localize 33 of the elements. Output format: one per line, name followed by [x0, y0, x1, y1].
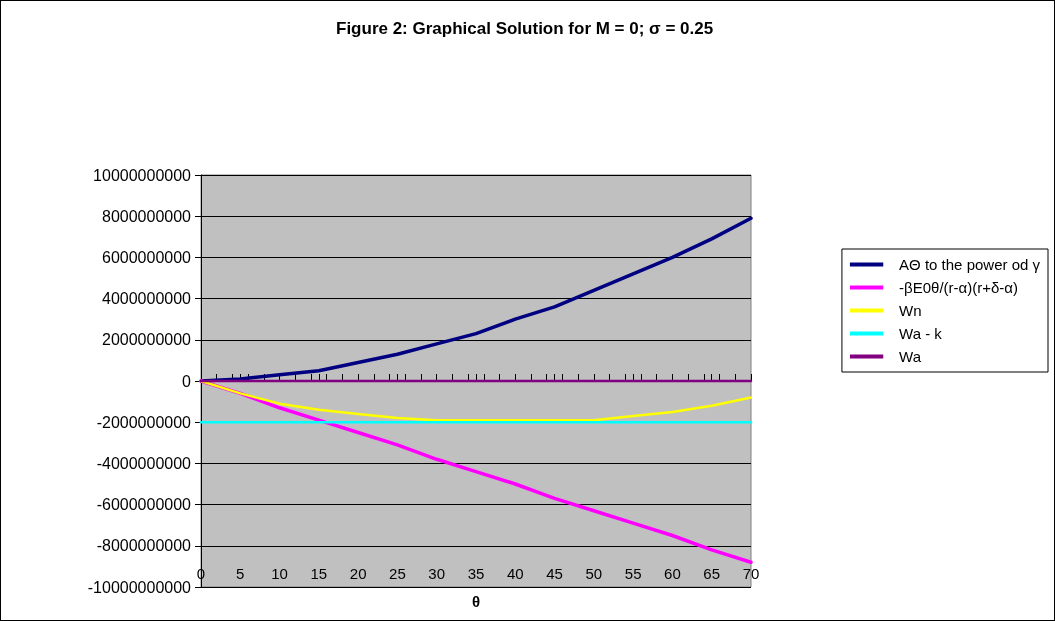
y-tick-label: 10000000000 — [93, 166, 192, 184]
x-tick-label: 25 — [389, 565, 406, 582]
y-tick-label: -10000000000 — [87, 578, 192, 596]
x-tick-label: 70 — [742, 565, 760, 582]
legend-label: -βE0θ/(r-α)(r+δ-α) — [899, 279, 1018, 296]
x-tick-label: 10 — [271, 565, 288, 582]
legend-label: AΘ to the power od γ — [899, 256, 1041, 273]
x-tick-label: 55 — [624, 565, 642, 582]
x-tick-label: 20 — [349, 565, 367, 582]
line-series — [199, 379, 753, 422]
y-tick-label: 6000000000 — [102, 248, 192, 266]
y-tick-label: -8000000000 — [96, 537, 192, 555]
legend-label: Wn — [899, 302, 922, 319]
chart-title: Figure 2: Graphical Solution for M = 0; σ = 0.25 — [336, 19, 714, 38]
y-tick-label: 4000000000 — [102, 290, 192, 308]
x-tick-label: 40 — [506, 565, 524, 582]
y-tick-label: 8000000000 — [102, 207, 192, 225]
y-tick-label: -2000000000 — [96, 413, 192, 431]
x-axis-title: θ — [471, 593, 481, 610]
y-tick-label: 2000000000 — [102, 331, 192, 349]
x-tick-label: 15 — [310, 565, 328, 582]
x-tick-label: 30 — [428, 565, 446, 582]
x-tick-label: 45 — [546, 565, 563, 582]
x-tick-label: 65 — [703, 565, 721, 582]
x-tick-label: 60 — [664, 565, 681, 582]
x-tick-label: 5 — [236, 565, 245, 582]
legend-label: Wa - k — [899, 325, 943, 342]
y-tick-label: 0 — [182, 372, 192, 390]
x-tick-label: 35 — [467, 565, 485, 582]
legend-label: Wa — [899, 348, 922, 365]
x-tick-label: 50 — [585, 565, 603, 582]
y-tick-label: -4000000000 — [96, 454, 192, 472]
y-tick-label: -6000000000 — [96, 496, 192, 514]
